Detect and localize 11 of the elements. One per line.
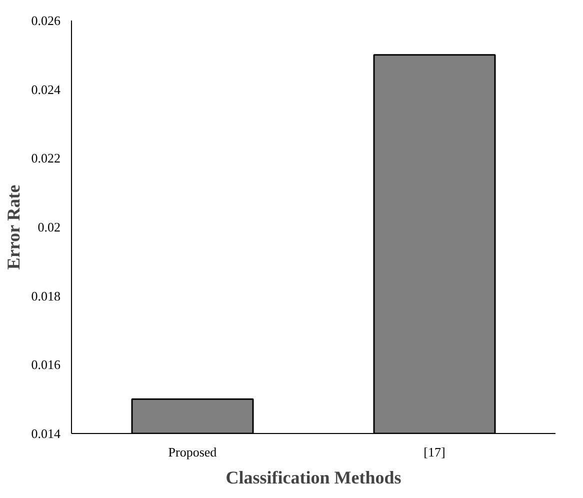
- y-tick-label: 0.02: [38, 220, 60, 234]
- y-tick-label: 0.024: [31, 82, 61, 97]
- x-axis-title: Classification Methods: [226, 468, 402, 488]
- y-tick-label: 0.022: [31, 150, 60, 166]
- y-tick-label: 0.016: [31, 357, 61, 372]
- y-axis-title: Error Rate: [3, 184, 24, 270]
- y-tick-label: 0.018: [31, 288, 60, 304]
- x-tick-label: Proposed: [168, 444, 218, 460]
- x-tick-label: [17]: [424, 444, 446, 460]
- y-tick-label: 0.014: [31, 426, 61, 441]
- y-tick-label: 0.026: [31, 13, 61, 28]
